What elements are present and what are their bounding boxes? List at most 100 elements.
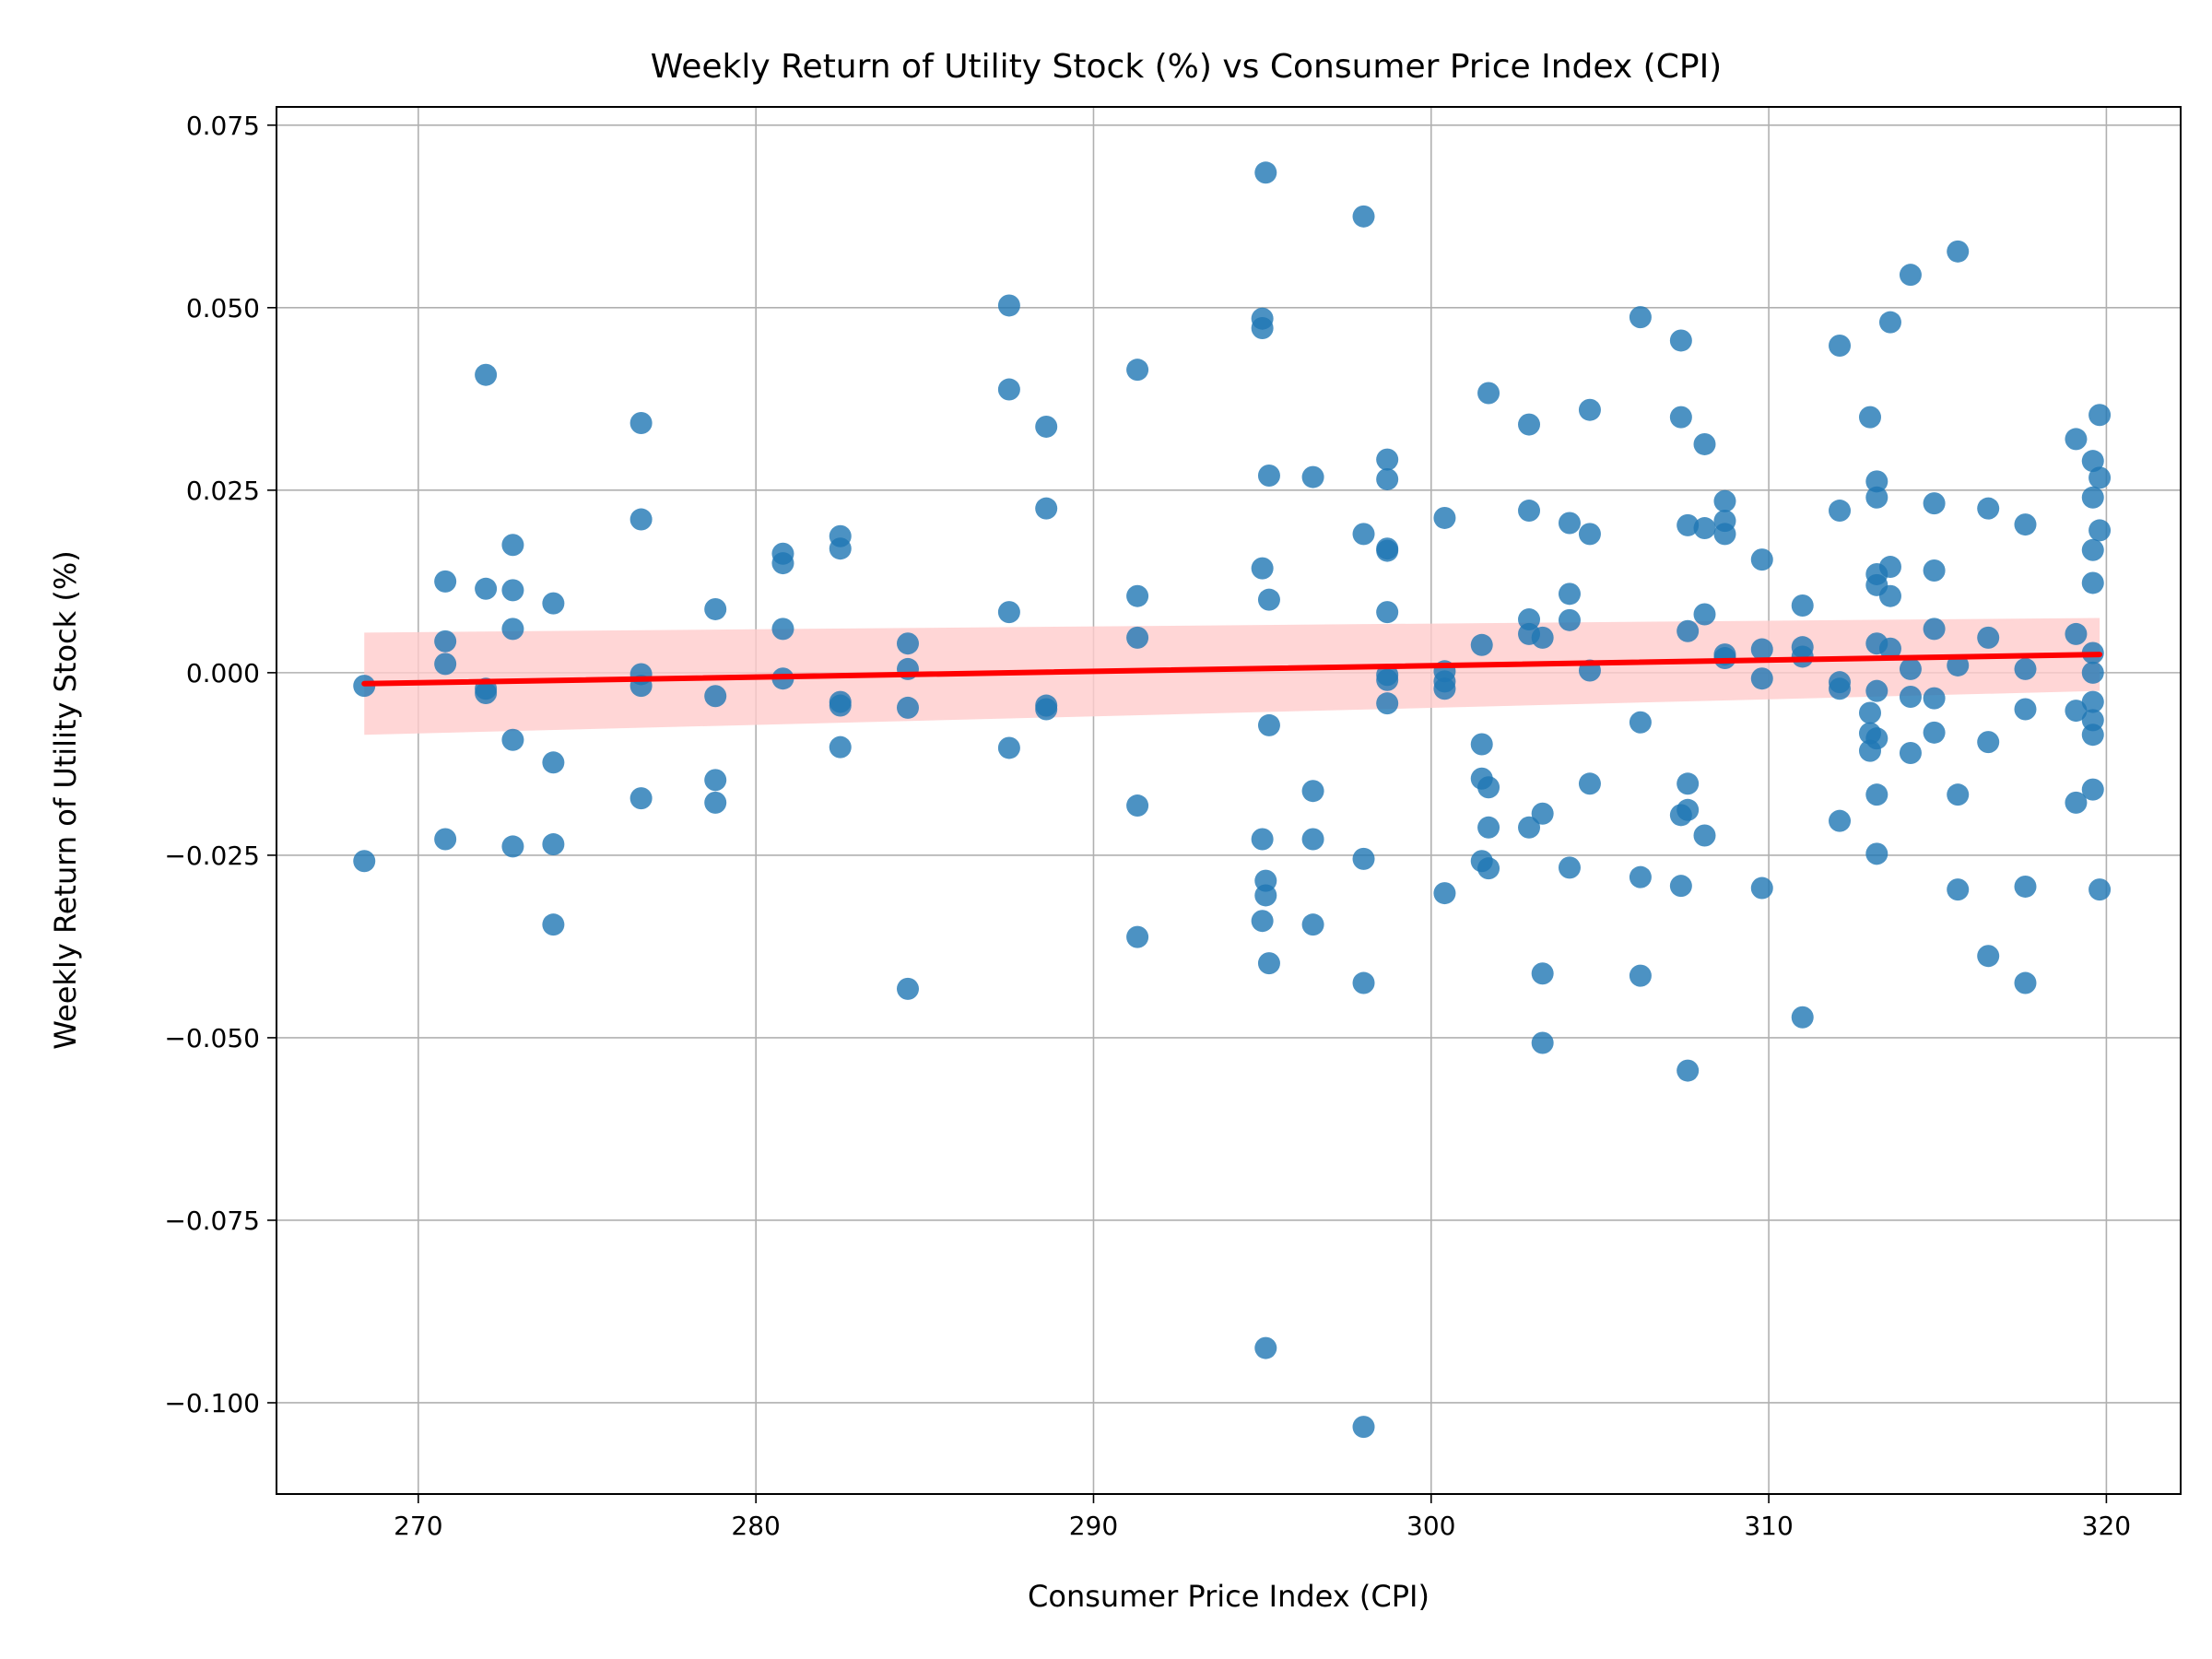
data-point: [1254, 884, 1277, 907]
data-point: [1923, 721, 1946, 744]
confidence-band: [364, 618, 2100, 735]
data-point: [1301, 913, 1324, 936]
data-point: [2065, 700, 2088, 723]
grid-lines: [276, 107, 2181, 1494]
data-point: [897, 632, 920, 655]
data-point: [997, 294, 1020, 317]
x-tick-label: 270: [394, 1511, 442, 1541]
data-point: [542, 751, 565, 774]
data-point: [501, 835, 524, 858]
data-point: [829, 735, 852, 759]
data-point: [434, 570, 457, 593]
data-point: [1947, 878, 1970, 901]
data-point: [1433, 882, 1456, 905]
data-point: [1376, 692, 1399, 715]
data-point: [1257, 588, 1280, 611]
x-tick-label: 320: [2082, 1511, 2131, 1541]
data-point: [1977, 731, 2000, 754]
data-point: [1750, 638, 1773, 661]
data-point: [1865, 679, 1888, 702]
x-axis-label: Consumer Price Index (CPI): [1028, 1579, 1430, 1614]
data-point: [2081, 538, 2104, 561]
data-point: [1669, 329, 1692, 352]
data-point: [1376, 467, 1399, 490]
data-point: [1791, 594, 1814, 618]
y-tick-label: −0.100: [164, 1388, 260, 1418]
data-point: [1578, 523, 1601, 546]
data-point: [1251, 317, 1274, 340]
data-point: [1254, 161, 1277, 184]
x-tick-label: 310: [1744, 1511, 1793, 1541]
data-point: [1578, 772, 1601, 795]
data-point: [501, 579, 524, 602]
data-point: [1352, 205, 1375, 228]
data-point: [1878, 584, 1901, 607]
data-point: [1558, 608, 1581, 631]
data-point: [2081, 724, 2104, 747]
y-tick-label: 0.075: [186, 111, 260, 141]
data-point: [1947, 240, 1970, 263]
data-point: [771, 618, 794, 641]
data-point: [1518, 413, 1541, 436]
data-point: [1470, 733, 1493, 756]
confidence-band-layer: [364, 618, 2100, 735]
data-point: [1899, 657, 1922, 680]
data-point: [1035, 497, 1058, 520]
data-point: [629, 787, 653, 810]
data-point: [2081, 690, 2104, 713]
data-point: [1713, 523, 1736, 546]
data-point: [1899, 742, 1922, 765]
data-point: [1251, 828, 1274, 851]
data-point: [1923, 559, 1946, 582]
data-point: [2065, 622, 2088, 645]
data-point: [2088, 404, 2112, 427]
data-point: [501, 534, 524, 557]
data-point: [1126, 584, 1149, 607]
data-point: [1923, 492, 1946, 515]
data-point: [2065, 428, 2088, 451]
data-point: [2081, 486, 2104, 509]
data-point: [1669, 406, 1692, 429]
data-point: [542, 592, 565, 615]
data-point: [1899, 686, 1922, 709]
data-point: [1899, 264, 1922, 287]
data-point: [629, 411, 653, 434]
data-point: [1470, 633, 1493, 656]
data-point: [1518, 500, 1541, 523]
data-point: [2014, 513, 2037, 536]
data-point: [2014, 875, 2037, 898]
data-point: [1977, 626, 2000, 649]
y-tick-label: 0.050: [186, 293, 260, 324]
data-point: [1352, 847, 1375, 870]
data-point: [1126, 626, 1149, 649]
data-point: [1477, 776, 1500, 799]
data-point: [1865, 842, 1888, 865]
data-point: [1677, 798, 1700, 821]
data-point: [997, 378, 1020, 401]
data-point: [1301, 828, 1324, 851]
data-point: [1858, 406, 1881, 429]
data-point: [501, 728, 524, 751]
data-point: [2081, 571, 2104, 594]
data-point: [1251, 557, 1274, 580]
data-point: [1829, 335, 1852, 358]
plot-frame: [276, 106, 2182, 1495]
data-point: [1477, 857, 1500, 880]
data-point: [1376, 601, 1399, 624]
data-point: [1677, 1059, 1700, 1082]
data-point: [2088, 878, 2112, 901]
data-point: [1693, 432, 1716, 455]
data-point: [2014, 698, 2037, 721]
data-point: [1750, 667, 1773, 690]
data-point: [434, 828, 457, 851]
data-point: [1878, 556, 1901, 579]
data-point: [1791, 1006, 1814, 1029]
data-point: [1947, 653, 1970, 677]
data-point: [2065, 791, 2088, 814]
data-point: [1376, 539, 1399, 562]
data-point: [1126, 794, 1149, 818]
data-point: [1865, 727, 1888, 750]
data-point: [1531, 962, 1554, 985]
